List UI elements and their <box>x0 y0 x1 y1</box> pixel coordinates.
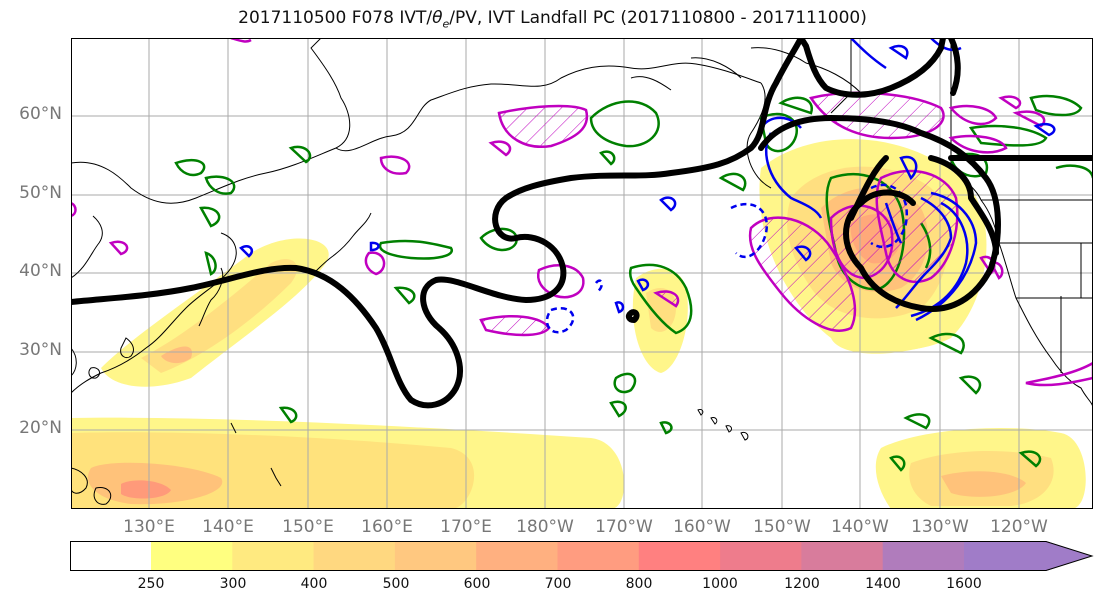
colorbar-tick-label: 1600 <box>946 576 982 592</box>
colorbar-cell <box>557 541 640 571</box>
colorbar-cell <box>720 541 802 571</box>
colorbar-tick-label: 400 <box>300 576 328 592</box>
colorbar-cell <box>394 541 477 571</box>
lat-label: 60°N <box>19 104 62 124</box>
colorbar-tick-label: 250 <box>137 576 165 592</box>
lon-label: 160°W <box>673 517 731 537</box>
lon-label: 140°W <box>831 517 889 537</box>
lon-label: 170°W <box>595 517 653 537</box>
lon-label: 120°W <box>990 517 1048 537</box>
lat-label: 40°N <box>19 261 62 281</box>
lon-label: 130°E <box>123 517 175 537</box>
colorbar-tick-label: 1000 <box>702 576 738 592</box>
blue-contours <box>239 38 1056 334</box>
pv-contours <box>71 38 1093 409</box>
colorbar-tick-label: 500 <box>382 576 410 592</box>
lat-label: 50°N <box>19 183 62 203</box>
colorbar <box>70 541 1094 571</box>
lon-label: 150°E <box>282 517 334 537</box>
lon-label: 140°E <box>202 517 254 537</box>
plot-title: 2017110500 F078 IVT/θe/PV, IVT Landfall … <box>238 8 867 31</box>
lon-label: 130°W <box>911 517 969 537</box>
lat-label: 20°N <box>19 418 62 438</box>
lon-label: 160°E <box>361 517 413 537</box>
lat-label: 30°N <box>19 340 62 360</box>
colorbar-cell <box>232 541 315 571</box>
colorbar-tick-label: 300 <box>219 576 247 592</box>
magenta-contours <box>71 38 1093 387</box>
coastlines <box>71 38 1093 505</box>
colorbar-cell <box>313 541 396 571</box>
colorbar-tick-label: 1400 <box>865 576 901 592</box>
colorbar-cell <box>151 541 233 571</box>
colorbar-cell <box>638 541 721 571</box>
lon-label: 180°W <box>516 517 574 537</box>
lon-label: 170°E <box>440 517 492 537</box>
colorbar-tick-label: 1200 <box>784 576 820 592</box>
colorbar-cell <box>964 541 1092 571</box>
map-frame <box>71 38 1093 509</box>
colorbar-tick-label: 700 <box>544 576 572 592</box>
colorbar-cell <box>70 541 151 571</box>
colorbar-tick-label: 800 <box>625 576 653 592</box>
colorbar-tick-label: 600 <box>463 576 491 592</box>
colorbar-cell <box>882 541 965 571</box>
colorbar-cell <box>476 541 558 571</box>
map-panel <box>71 38 1093 509</box>
colorbar-cell <box>801 541 884 571</box>
islands <box>230 409 749 487</box>
lon-label: 150°W <box>753 517 811 537</box>
